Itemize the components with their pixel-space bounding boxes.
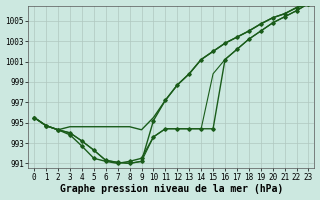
X-axis label: Graphe pression niveau de la mer (hPa): Graphe pression niveau de la mer (hPa) [60,184,283,194]
